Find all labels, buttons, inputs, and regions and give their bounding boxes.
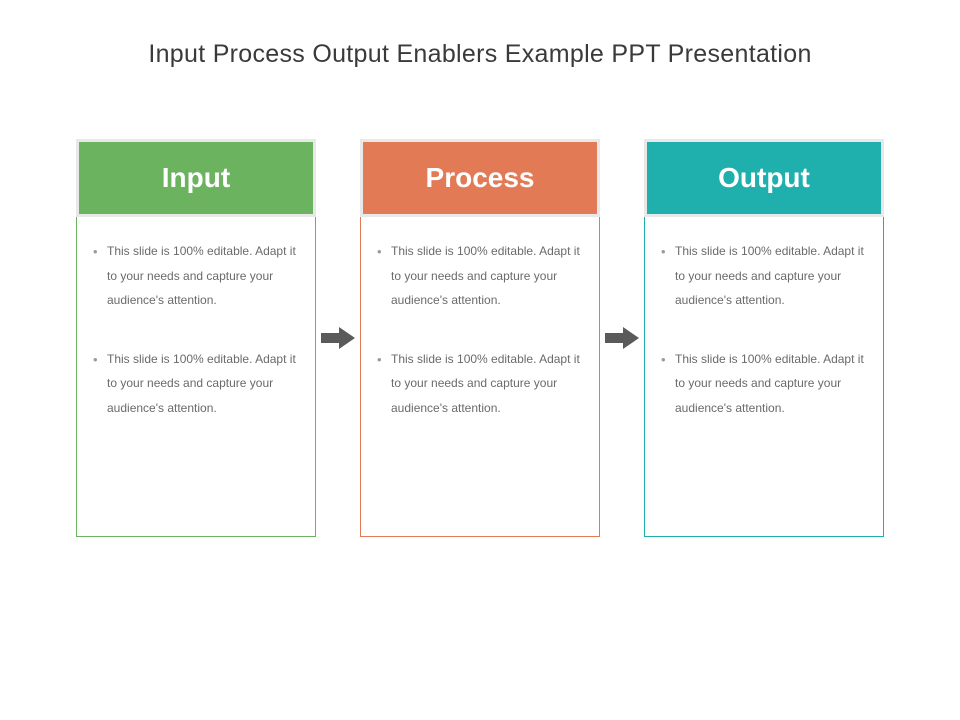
stage-output: Output This slide is 100% editable. Adap… [644,139,884,537]
bullet-item: This slide is 100% editable. Adapt it to… [661,347,867,421]
bullet-item: This slide is 100% editable. Adapt it to… [661,239,867,313]
stage-header-input: Input [76,139,316,217]
stage-header-output: Output [644,139,884,217]
arrow-icon [600,299,644,377]
flow-row: Input This slide is 100% editable. Adapt… [50,139,910,537]
stage-header-process: Process [360,139,600,217]
stage-body-output: This slide is 100% editable. Adapt it to… [644,217,884,537]
bullet-list: This slide is 100% editable. Adapt it to… [93,239,299,421]
bullet-item: This slide is 100% editable. Adapt it to… [377,347,583,421]
bullet-item: This slide is 100% editable. Adapt it to… [377,239,583,313]
stage-process: Process This slide is 100% editable. Ada… [360,139,600,537]
bullet-list: This slide is 100% editable. Adapt it to… [377,239,583,421]
arrow-icon [316,299,360,377]
bullet-list: This slide is 100% editable. Adapt it to… [661,239,867,421]
slide-title: Input Process Output Enablers Example PP… [50,40,910,69]
stage-body-process: This slide is 100% editable. Adapt it to… [360,217,600,537]
stage-input: Input This slide is 100% editable. Adapt… [76,139,316,537]
bullet-item: This slide is 100% editable. Adapt it to… [93,347,299,421]
slide-container: Input Process Output Enablers Example PP… [0,0,960,720]
bullet-item: This slide is 100% editable. Adapt it to… [93,239,299,313]
stage-body-input: This slide is 100% editable. Adapt it to… [76,217,316,537]
